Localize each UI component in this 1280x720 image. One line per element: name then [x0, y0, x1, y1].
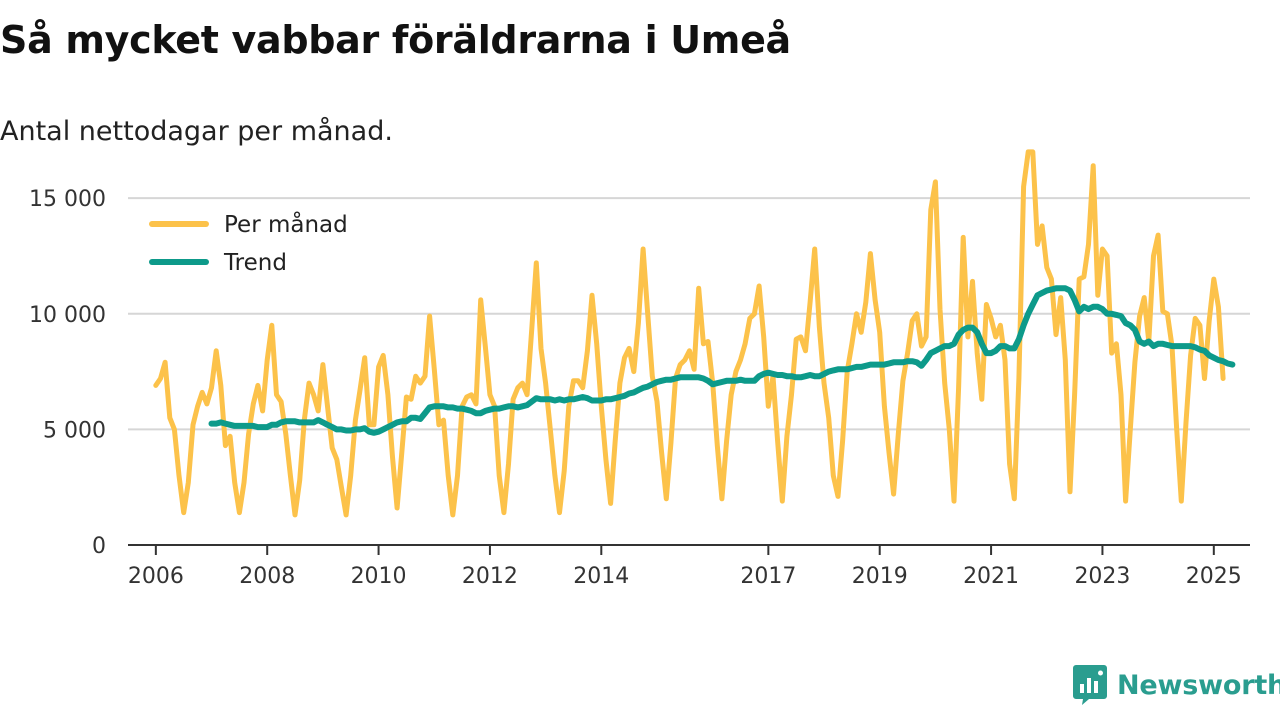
x-tick-label: 2006: [128, 564, 184, 589]
chart-title: Så mycket vabbar föräldrarna i Umeå: [0, 18, 791, 62]
x-tick-label: 2017: [740, 564, 796, 589]
x-tick-label: 2023: [1074, 564, 1130, 589]
x-tick-label: 2010: [351, 564, 407, 589]
y-tick-label: 5 000: [43, 418, 106, 443]
x-tick-label: 2021: [963, 564, 1019, 589]
x-tick-label: 2025: [1186, 564, 1242, 589]
chart-subtitle: Antal nettodagar per månad.: [0, 116, 393, 147]
legend-label-per-manad: Per månad: [224, 210, 348, 238]
x-tick-label: 2012: [462, 564, 518, 589]
brand-name: Newsworthy: [1117, 669, 1280, 701]
series-line-per-manad: [153, 149, 1226, 518]
newsworthy-logo-icon: [1073, 665, 1107, 705]
legend-label-trend: Trend: [223, 250, 287, 276]
legend-background: [138, 200, 364, 292]
y-tick-label: 10 000: [29, 303, 106, 328]
legend: Per månad Trend: [138, 200, 364, 292]
y-tick-label: 15 000: [29, 187, 106, 212]
x-tick-label: 2008: [239, 564, 295, 589]
x-tick-label: 2014: [573, 564, 629, 589]
x-tick-label: 2019: [852, 564, 908, 589]
y-axis-ticks: 0 5 000 10 000 15 000: [29, 187, 106, 559]
series-line-trend: [208, 285, 1236, 436]
series-lines: [153, 149, 1236, 518]
newsworthy-brand: Newsworthy: [1073, 664, 1280, 706]
y-tick-label: 0: [92, 534, 106, 559]
x-axis: 2006 2008 2010 2012 2014 2017 2019 2021 2023 2025: [128, 544, 1250, 589]
